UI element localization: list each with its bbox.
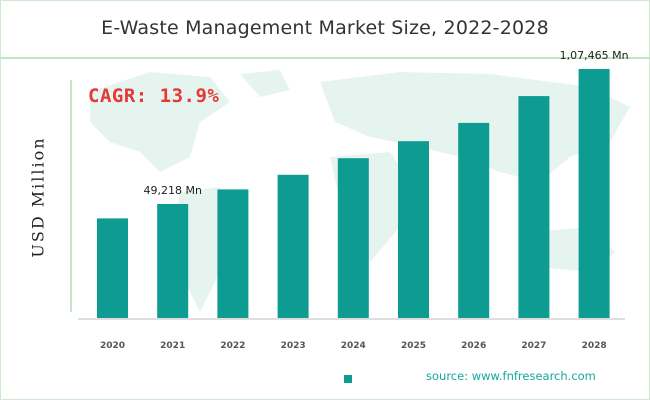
bar-2025: [398, 141, 429, 318]
x-tick-label: 2023: [281, 341, 306, 351]
bar-2024: [337, 158, 369, 318]
x-tick-label: 2025: [401, 341, 426, 351]
bar-2022: [217, 189, 249, 318]
x-tick-label: 2021: [160, 341, 185, 351]
data-label: 1,07,465 Mn: [560, 49, 629, 62]
bar-2021: [157, 204, 189, 318]
data-label: 49,218 Mn: [143, 184, 201, 197]
source-text: source: www.fnfresearch.com: [426, 369, 596, 383]
x-tick-label: 2026: [461, 341, 486, 351]
bar-2027: [518, 96, 550, 318]
bar-2023: [277, 174, 309, 318]
cagr-label: CAGR: 13.9%: [88, 85, 220, 107]
bar-2020: [97, 218, 128, 318]
y-axis-line: [70, 80, 72, 312]
title-divider: [0, 57, 650, 59]
legend-swatch: [344, 375, 352, 383]
chart-title: E-Waste Management Market Size, 2022-202…: [101, 17, 549, 39]
x-tick-label: 2022: [220, 341, 245, 351]
x-tick-label: 2027: [521, 341, 546, 351]
x-tick-label: 2028: [582, 341, 607, 351]
bar-2028: [578, 69, 610, 318]
bar-2026: [458, 122, 490, 319]
x-tick-label: 2024: [341, 341, 366, 351]
x-tick-label: 2020: [100, 341, 125, 351]
